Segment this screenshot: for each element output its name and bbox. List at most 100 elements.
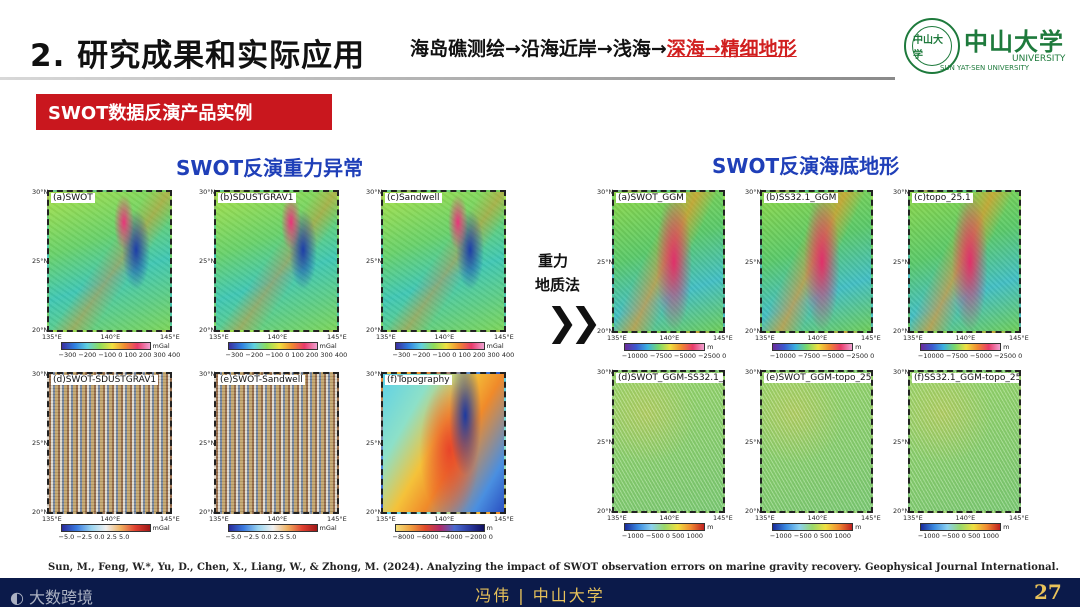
- colorbar-unit: mGal: [319, 524, 337, 532]
- lat-tick-label: 20°N: [893, 507, 910, 515]
- logo-chinese-name: 中山大学: [964, 27, 1064, 56]
- lon-tick-label: 140°E: [955, 334, 976, 342]
- lat-tick-label: 25°N: [745, 437, 762, 446]
- lat-tick-label: 25°N: [366, 439, 383, 447]
- lon-tick-label: 145°E: [1009, 334, 1029, 342]
- map-panel: (f)Topography: [381, 372, 506, 514]
- page-title: 2. 研究成果和实际应用: [30, 38, 366, 74]
- lon-tick-label: 140°E: [100, 515, 121, 523]
- map-panel: (a)SWOT: [47, 190, 172, 332]
- page-number: 27: [1034, 580, 1062, 604]
- lon-tick-label: 145°E: [160, 333, 180, 341]
- lon-tick-label: 135°E: [42, 515, 62, 523]
- lon-tick-label: 140°E: [807, 514, 828, 522]
- lon-tick-label: 140°E: [267, 515, 288, 523]
- lon-tick-label: 140°E: [659, 334, 680, 342]
- colorbar-tick-labels: −1000 −500 0 500 1000: [621, 532, 704, 540]
- lon-tick-label: 140°E: [100, 333, 121, 341]
- footer-bar: [0, 578, 1080, 607]
- route-highlight: 深海→精细地形: [666, 38, 797, 60]
- panel-label: (d)SWOT-SDUSTGRAV1: [51, 375, 159, 385]
- colorbar-tick-labels: −10000 −7500 −5000 −2500 0: [769, 352, 875, 360]
- lat-tick-label: 25°N: [199, 257, 216, 265]
- lon-tick-label: 140°E: [807, 334, 828, 342]
- seal-inner: 中山大学: [912, 26, 952, 66]
- colorbar-tick-labels: −300 −200 −100 0 100 200 300 400: [392, 351, 515, 359]
- lat-tick-label: 30°N: [597, 368, 614, 376]
- lon-tick-label: 135°E: [209, 333, 229, 341]
- lon-tick-label: 145°E: [494, 515, 514, 523]
- lat-tick-label: 20°N: [745, 327, 762, 335]
- lat-tick-label: 20°N: [199, 326, 216, 334]
- colorbar-unit: mGal: [319, 342, 337, 350]
- lon-tick-label: 140°E: [955, 514, 976, 522]
- lat-tick-label: 25°N: [32, 257, 49, 265]
- lat-tick-label: 30°N: [893, 368, 910, 376]
- lat-tick-label: 25°N: [597, 437, 614, 446]
- colorbar-tick-labels: −300 −200 −100 0 100 200 300 400: [58, 351, 181, 359]
- panel-label: (e)SWOT_GGM-topo_25.1: [764, 373, 871, 383]
- lon-tick-label: 145°E: [327, 515, 347, 523]
- colorbar: [60, 342, 151, 350]
- logo-english-name: SUN YAT-SEN UNIVERSITY: [940, 64, 1030, 72]
- colorbar-unit: m: [707, 343, 714, 351]
- panel-label: (b)SDUSTGRAV1: [218, 193, 296, 203]
- colorbar: [394, 342, 485, 350]
- colorbar: [623, 343, 706, 351]
- map-panel: (e)SWOT-Sandwell: [214, 372, 339, 514]
- lon-tick-label: 145°E: [861, 514, 881, 522]
- watermark: ◐ 大数跨境: [10, 588, 94, 607]
- map-panel: (b)SDUSTGRAV1: [214, 190, 339, 332]
- map-panel: (a)SWOT_GGM: [612, 190, 725, 333]
- map-panel: (d)SWOT_GGM-SS32.1_GGM: [612, 370, 725, 513]
- colorbar-tick-labels: −1000 −500 0 500 1000: [917, 532, 1000, 540]
- lon-tick-label: 135°E: [903, 334, 923, 342]
- panel-label: (c)Sandwell: [385, 193, 442, 203]
- panel-label: (f)SS32.1_GGM-topo_25.1: [912, 373, 1019, 383]
- lat-tick-label: 30°N: [366, 370, 383, 378]
- logo-university-word: UNIVERSITY: [1012, 54, 1066, 64]
- colorbar-tick-labels: −300 −200 −100 0 100 200 300 400: [225, 351, 348, 359]
- colorbar-unit: m: [486, 524, 493, 532]
- colorbar-unit: m: [855, 343, 862, 351]
- lon-tick-label: 140°E: [659, 514, 680, 522]
- lat-tick-label: 30°N: [366, 188, 383, 196]
- colorbar-unit: mGal: [486, 342, 504, 350]
- lat-tick-label: 20°N: [199, 508, 216, 516]
- colorbar-tick-labels: −5.0 −2.5 0.0 2.5 5.0: [225, 533, 297, 541]
- lat-tick-label: 25°N: [366, 257, 383, 265]
- right-figure-title: SWOT反演海底地形: [712, 154, 900, 178]
- colorbar-unit: m: [1003, 523, 1010, 531]
- route-normal: 海岛礁测绘→沿海近岸→浅海→: [410, 38, 667, 60]
- map-panel: (c)topo_25.1: [908, 190, 1021, 333]
- colorbar: [227, 524, 318, 532]
- panel-label: (e)SWOT-Sandwell: [218, 375, 305, 385]
- lat-tick-label: 30°N: [199, 188, 216, 196]
- lat-tick-label: 25°N: [32, 439, 49, 447]
- lat-tick-label: 30°N: [745, 368, 762, 376]
- lat-tick-label: 20°N: [32, 326, 49, 334]
- colorbar-tick-labels: −1000 −500 0 500 1000: [769, 532, 852, 540]
- panel-label: (d)SWOT_GGM-SS32.1_GGM: [616, 373, 723, 383]
- colorbar: [623, 523, 706, 531]
- lon-tick-label: 135°E: [607, 334, 627, 342]
- lat-tick-label: 30°N: [745, 188, 762, 196]
- lat-tick-label: 20°N: [366, 508, 383, 516]
- lon-tick-label: 135°E: [903, 514, 923, 522]
- lon-tick-label: 145°E: [327, 333, 347, 341]
- lon-tick-label: 135°E: [755, 334, 775, 342]
- map-panel: (e)SWOT_GGM-topo_25.1: [760, 370, 873, 513]
- left-figure-title: SWOT反演重力异常: [176, 156, 364, 180]
- lat-tick-label: 20°N: [893, 327, 910, 335]
- colorbar: [60, 524, 151, 532]
- colorbar-unit: m: [707, 523, 714, 531]
- lon-tick-label: 145°E: [713, 514, 733, 522]
- lat-tick-label: 30°N: [32, 370, 49, 378]
- colorbar-tick-labels: −10000 −7500 −5000 −2500 0: [621, 352, 727, 360]
- lon-tick-label: 135°E: [376, 333, 396, 341]
- lat-tick-label: 20°N: [366, 326, 383, 334]
- lat-tick-label: 20°N: [597, 327, 614, 335]
- lon-tick-label: 135°E: [209, 515, 229, 523]
- colorbar: [771, 343, 854, 351]
- panel-label: (b)SS32.1_GGM: [764, 193, 839, 203]
